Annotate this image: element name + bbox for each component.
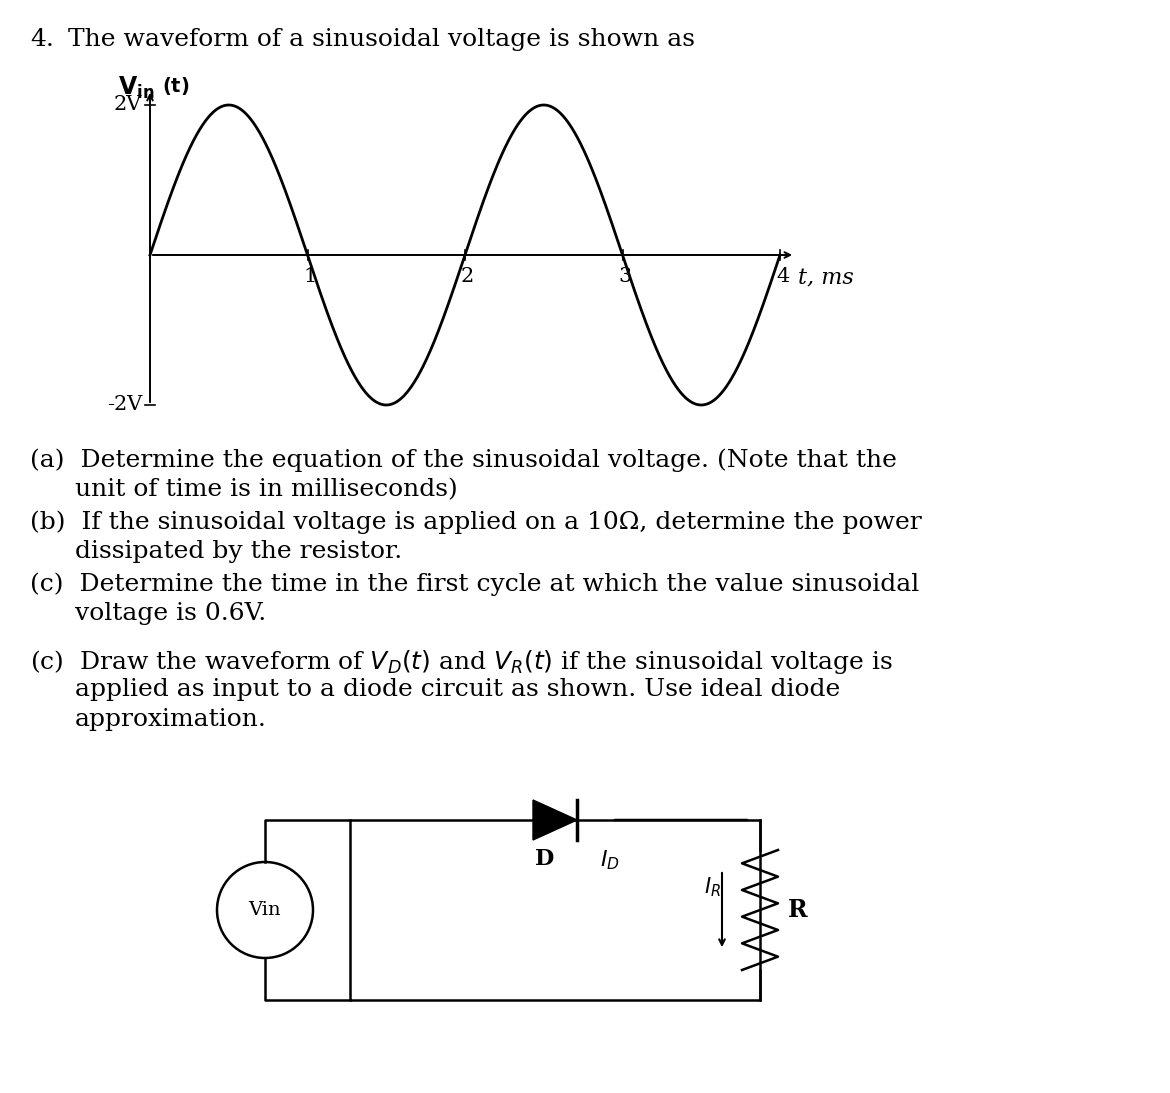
Text: 4.: 4. xyxy=(30,28,54,51)
Text: dissipated by the resistor.: dissipated by the resistor. xyxy=(75,540,402,563)
Text: D: D xyxy=(536,848,555,870)
Text: -2V: -2V xyxy=(106,396,142,414)
Text: 4: 4 xyxy=(776,267,790,286)
Text: (b)  If the sinusoidal voltage is applied on a 10Ω, determine the power: (b) If the sinusoidal voltage is applied… xyxy=(30,510,922,533)
Polygon shape xyxy=(534,800,577,841)
Text: voltage is 0.6V.: voltage is 0.6V. xyxy=(75,602,267,625)
Text: approximation.: approximation. xyxy=(75,708,267,731)
Text: 2: 2 xyxy=(461,267,474,286)
Text: 1: 1 xyxy=(303,267,317,286)
Circle shape xyxy=(216,862,314,957)
Text: Vin: Vin xyxy=(249,901,281,919)
Text: (a)  Determine the equation of the sinusoidal voltage. (Note that the: (a) Determine the equation of the sinuso… xyxy=(30,448,897,471)
Text: applied as input to a diode circuit as shown. Use ideal diode: applied as input to a diode circuit as s… xyxy=(75,678,840,701)
Text: $\mathbf{V}_{\mathbf{in}}$: $\mathbf{V}_{\mathbf{in}}$ xyxy=(118,75,154,102)
Text: The waveform of a sinusoidal voltage is shown as: The waveform of a sinusoidal voltage is … xyxy=(68,28,695,51)
Text: $\mathbf{(t)}$: $\mathbf{(t)}$ xyxy=(161,75,190,97)
Text: (c)  Draw the waveform of $V_D(t)$ and $V_R(t)$ if the sinusoidal voltage is: (c) Draw the waveform of $V_D(t)$ and $V… xyxy=(30,648,893,675)
Bar xyxy=(350,820,760,1000)
Text: $I_D$: $I_D$ xyxy=(600,848,620,871)
Text: $I_R$: $I_R$ xyxy=(703,875,721,898)
Text: t, ms: t, ms xyxy=(798,267,854,289)
Text: 2V: 2V xyxy=(113,95,142,115)
Text: R: R xyxy=(789,898,807,922)
Text: 3: 3 xyxy=(619,267,632,286)
Text: unit of time is in milliseconds): unit of time is in milliseconds) xyxy=(75,478,457,501)
Text: (c)  Determine the time in the first cycle at which the value sinusoidal: (c) Determine the time in the first cycl… xyxy=(30,572,920,596)
